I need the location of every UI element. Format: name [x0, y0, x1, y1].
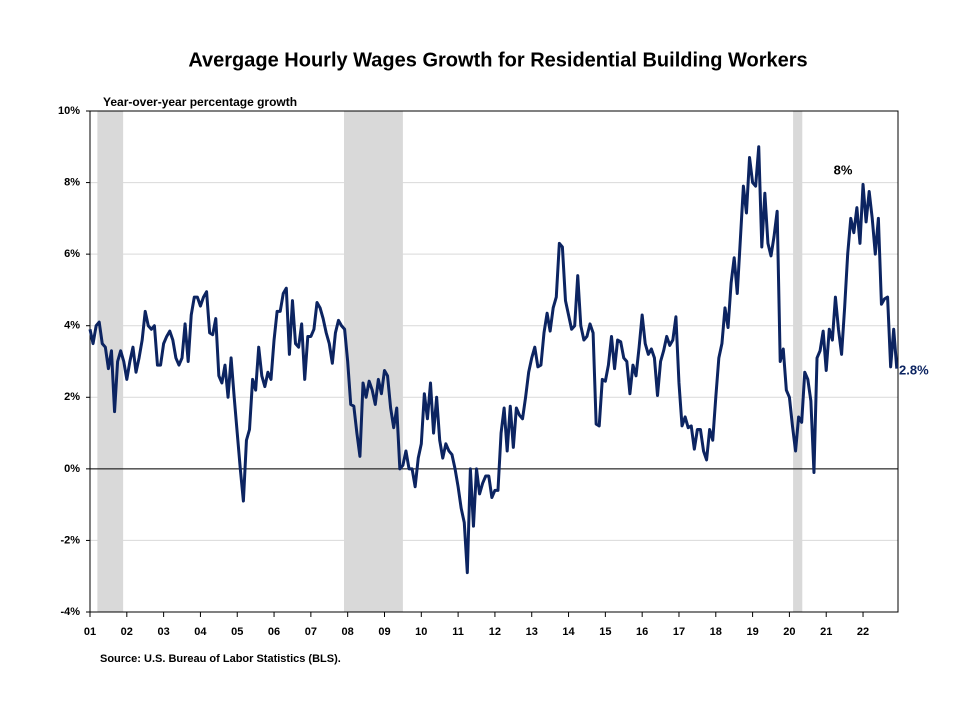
- y-tick-label: 0%: [64, 463, 80, 475]
- y-tick-label: 10%: [58, 105, 80, 117]
- y-tick-label: -4%: [60, 606, 80, 618]
- x-tick-label: 03: [157, 626, 169, 638]
- x-tick-label: 22: [857, 626, 869, 638]
- chart-title: Avergage Hourly Wages Growth for Residen…: [188, 49, 807, 71]
- annotation: 2.8%: [899, 362, 929, 377]
- recession-shade: [343, 111, 403, 612]
- x-tick-label: 04: [194, 626, 207, 638]
- plot-frame: [89, 110, 899, 613]
- y-tick-label: 8%: [64, 176, 80, 188]
- x-tick-label: 07: [305, 626, 317, 638]
- line-series: [88, 145, 899, 575]
- y-axis-label: Year-over-year percentage growth: [103, 95, 297, 109]
- y-tick-label: -2%: [60, 534, 80, 546]
- x-tick-label: 18: [710, 626, 722, 638]
- x-tick-label: 06: [268, 626, 280, 638]
- source: Source: U.S. Bureau of Labor Statistics …: [100, 653, 341, 665]
- x-tick-label: 10: [415, 626, 427, 638]
- x-tick-label: 17: [673, 626, 685, 638]
- x-tick-label: 05: [231, 626, 243, 638]
- x-tick-label: 15: [599, 626, 611, 638]
- x-tick-label: 11: [452, 626, 464, 638]
- x-tick-label: 19: [746, 626, 758, 638]
- annotation: 8%: [834, 162, 853, 177]
- x-tick-label: 08: [342, 626, 354, 638]
- x-tick-label: 13: [526, 626, 538, 638]
- x-tick-label: 09: [378, 626, 390, 638]
- x-tick-label: 16: [636, 626, 648, 638]
- x-tick-label: 12: [489, 626, 501, 638]
- y-tick-label: 4%: [64, 320, 80, 332]
- y-tick-label: 2%: [64, 391, 80, 403]
- x-tick-label: 01: [84, 626, 96, 638]
- x-tick-label: 21: [820, 626, 832, 638]
- x-tick-label: 14: [562, 626, 575, 638]
- x-tick-label: 02: [121, 626, 133, 638]
- recession-shade: [793, 111, 803, 612]
- y-tick-label: 6%: [64, 248, 80, 260]
- x-tick-label: 20: [783, 626, 795, 638]
